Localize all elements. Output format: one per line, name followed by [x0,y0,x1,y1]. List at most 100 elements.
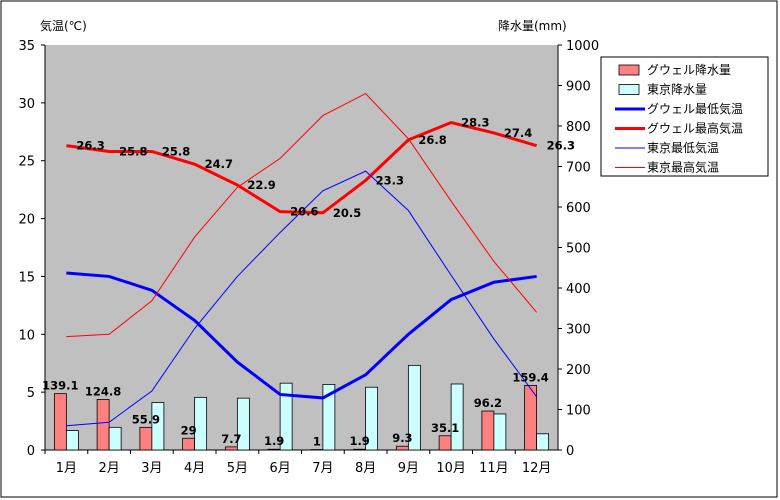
x-tick-label: 11月 [479,461,509,476]
left-axis-label: 気温(℃) [40,18,87,33]
x-tick-label: 1月 [56,461,77,476]
bar-tokyo-precip [151,402,165,451]
legend-label: グウェル最高気温 [647,121,743,136]
right-tick-label: 500 [566,242,591,257]
left-tick-label: 0 [27,444,35,459]
bar-tokyo-precip [450,383,464,451]
right-tick-label: 400 [566,282,591,297]
temp-data-label: 26.3 [547,139,575,153]
precip-data-label: 1 [313,435,321,449]
precip-data-label: 96.2 [474,396,502,410]
bar-guwel-precip [53,393,67,451]
temp-data-label: 25.8 [119,144,147,158]
bar-tokyo-precip [108,426,122,451]
legend-label: 東京最低気温 [647,140,719,155]
right-tick-label: 900 [566,80,591,95]
line-series [66,92,538,338]
left-tick-label: 5 [27,386,35,401]
legend-label: 東京降水量 [647,83,707,97]
left-tick-label: 35 [18,39,35,54]
temp-data-label: 20.5 [333,206,361,220]
bar-guwel-precip [139,426,153,451]
right-tick-label: 600 [566,201,591,216]
bar-guwel-precip [267,448,281,451]
left-tick-label: 30 [18,97,35,112]
legend-box [600,56,769,177]
precip-data-label: 35.1 [431,421,459,435]
precip-data-label: 29 [181,423,197,437]
x-tick-label: 8月 [355,461,376,476]
temp-data-label: 28.3 [461,116,489,130]
left-tick-label: 15 [18,270,35,285]
bars [53,364,550,451]
left-tick-label: 25 [18,155,35,170]
right-tick-label: 1000 [566,39,599,54]
legend-label: 東京最高気温 [647,160,719,175]
right-tick-label: 100 [566,404,591,419]
right-tick-label: 800 [566,120,591,135]
x-tick-label: 7月 [312,461,333,476]
right-tick-label: 700 [566,161,591,176]
precip-data-label: 7.7 [221,432,241,446]
x-tick-label: 5月 [227,461,248,476]
plot-area [45,45,558,450]
precip-data-label: 1.9 [349,434,369,448]
precip-data-label: 1.9 [264,434,284,448]
lines [66,92,538,427]
bar-tokyo-precip [322,383,336,451]
line-series [66,271,537,400]
legend-label: グウェル降水量 [647,63,731,77]
temp-data-label: 22.9 [247,178,275,192]
bar-guwel-precip [438,435,452,451]
line-series [66,170,538,427]
bar-tokyo-precip [65,430,79,451]
x-tick-label: 2月 [98,461,119,476]
temp-data-label: 27.4 [504,126,532,140]
right-tick-label: 300 [566,323,591,338]
bar-guwel-precip [481,410,495,451]
bar-guwel-precip [182,437,196,451]
x-tick-label: 12月 [522,461,552,476]
x-tick-label: 10月 [436,461,466,476]
x-tick-label: 6月 [269,461,290,476]
bar-guwel-precip [524,385,538,451]
bar-tokyo-precip [236,397,250,451]
bar-guwel-precip [395,445,409,451]
right-axis-label: 降水量(mm) [498,19,567,33]
bar-tokyo-precip [279,382,293,451]
temp-data-label: 24.7 [205,157,233,171]
data-labels: 139.1 124.8 55.9 29 7.7 1.9 1 1.9 9.3 35.1 96.2 159… [42,116,575,449]
axes: 0 5 10 15 20 25 30 35 0 100 200 300 400 500 600 700 800 9… [18,39,599,476]
temp-data-label: 25.8 [162,144,190,158]
bar-guwel-precip [96,399,110,451]
bar-tokyo-precip [194,396,208,451]
bar-guwel-precip [224,446,238,451]
legend-swatch [618,64,640,76]
right-tick-label: 0 [566,444,574,459]
bar-guwel-precip [353,448,367,451]
temp-data-label: 26.8 [418,133,446,147]
bar-tokyo-precip [365,386,379,451]
precip-data-label: 139.1 [42,379,78,393]
x-tick-label: 3月 [141,461,162,476]
temp-data-label: 20.6 [290,205,318,219]
left-tick-label: 10 [18,328,35,343]
x-tick-label: 9月 [398,461,419,476]
precip-data-label: 124.8 [85,384,121,398]
precip-data-label: 159.4 [512,370,548,384]
legend-swatch [618,84,640,95]
x-tick-label: 4月 [184,461,205,476]
temp-data-label: 23.3 [376,173,404,187]
bar-tokyo-precip [407,364,421,451]
bar-tokyo-precip [493,413,507,451]
temp-data-label: 26.3 [76,139,104,153]
precip-data-label: 55.9 [132,412,160,426]
right-tick-label: 200 [566,363,591,378]
left-tick-label: 20 [18,213,35,228]
bar-tokyo-precip [536,433,550,451]
legend-label: グウェル最低気温 [647,101,743,116]
precip-data-label: 9.3 [392,431,412,445]
